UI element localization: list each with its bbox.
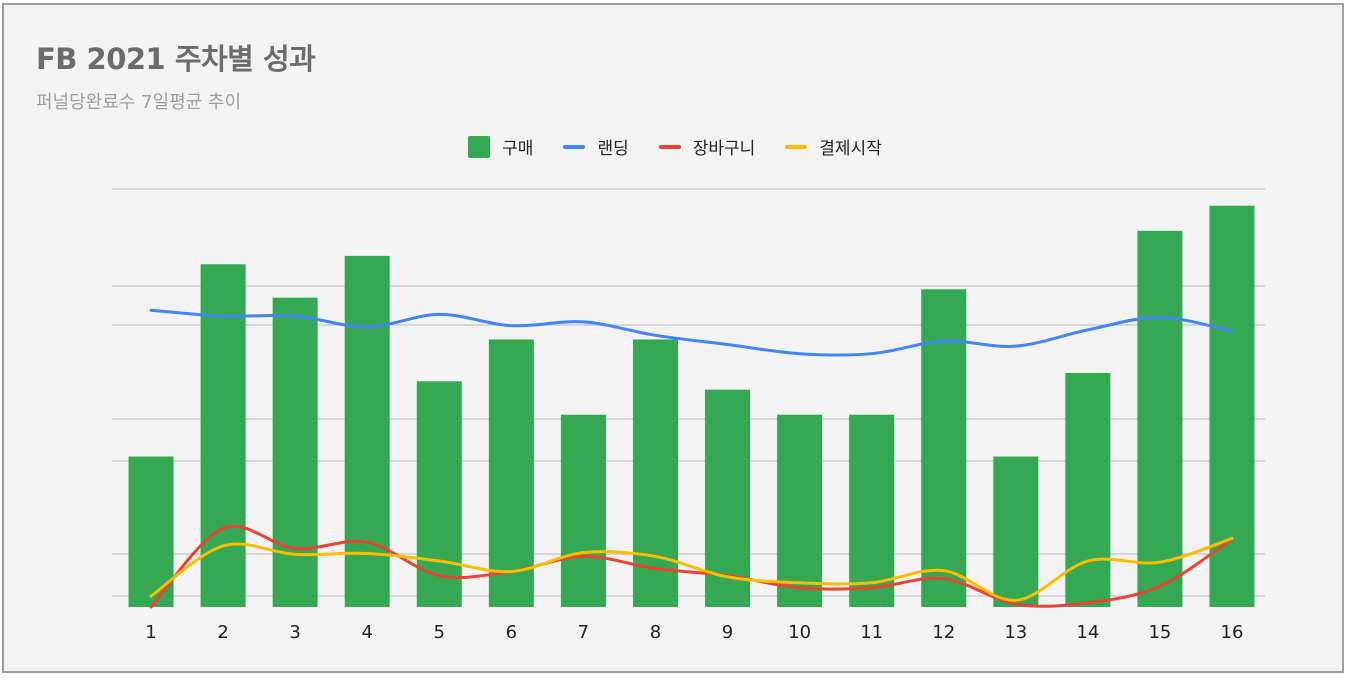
bar-14 [1065, 372, 1111, 607]
bar-11 [849, 414, 895, 607]
bar-16 [1209, 205, 1255, 607]
chart-title: FB 2021 주차별 성과 [36, 42, 316, 76]
bar-5 [416, 381, 462, 607]
line-landing [149, 308, 1234, 357]
x-tick-14: 14 [1076, 622, 1099, 643]
legend-item-checkout[interactable]: 결제시작 [785, 134, 882, 159]
bar-9 [705, 389, 751, 607]
x-tick-11: 11 [860, 622, 883, 643]
bars [128, 205, 1255, 608]
legend-label-landing: 랜딩 [597, 139, 629, 159]
chart-subtitle: 퍼널당완료수 7일평균 추이 [36, 92, 242, 113]
x-tick-1: 1 [145, 622, 156, 643]
x-axis-ticks: 1 2 3 4 5 6 7 8 9 10 11 12 13 14 15 16 [145, 622, 1243, 643]
legend: 구매 랜딩 장바구니 결제시작 [0, 134, 1350, 159]
x-tick-4: 4 [361, 622, 372, 643]
legend-item-purchase[interactable]: 구매 [468, 134, 533, 159]
x-tick-12: 12 [932, 622, 955, 643]
legend-swatch-purchase [468, 135, 491, 158]
x-tick-9: 9 [722, 622, 733, 643]
bar-8 [632, 339, 678, 607]
x-tick-2: 2 [217, 622, 228, 643]
bar-3 [272, 297, 318, 607]
bar-10 [777, 414, 823, 607]
legend-swatch-checkout [785, 144, 808, 149]
bar-7 [560, 414, 606, 607]
legend-item-landing[interactable]: 랜딩 [563, 134, 629, 159]
bar-2 [200, 264, 246, 607]
x-tick-16: 16 [1221, 622, 1244, 643]
series-lines [149, 308, 1234, 609]
bar-6 [488, 339, 534, 607]
bar-15 [1137, 230, 1183, 608]
legend-label-purchase: 구매 [502, 139, 534, 159]
x-tick-13: 13 [1004, 622, 1027, 643]
x-tick-7: 7 [578, 622, 589, 643]
legend-swatch-landing [563, 144, 586, 149]
x-tick-8: 8 [650, 622, 661, 643]
x-tick-5: 5 [434, 622, 445, 643]
bar-13 [993, 456, 1039, 607]
x-tick-6: 6 [506, 622, 517, 643]
x-tick-15: 15 [1148, 622, 1171, 643]
legend-label-checkout: 결제시작 [819, 139, 882, 159]
legend-label-cart: 장바구니 [692, 139, 756, 159]
x-tick-10: 10 [788, 622, 811, 643]
bar-12 [921, 289, 967, 607]
legend-item-cart[interactable]: 장바구니 [658, 134, 756, 159]
x-tick-3: 3 [289, 622, 300, 643]
line-cart [149, 525, 1234, 609]
line-checkout [149, 536, 1234, 602]
bar-1 [128, 456, 174, 607]
legend-swatch-cart [658, 144, 681, 149]
